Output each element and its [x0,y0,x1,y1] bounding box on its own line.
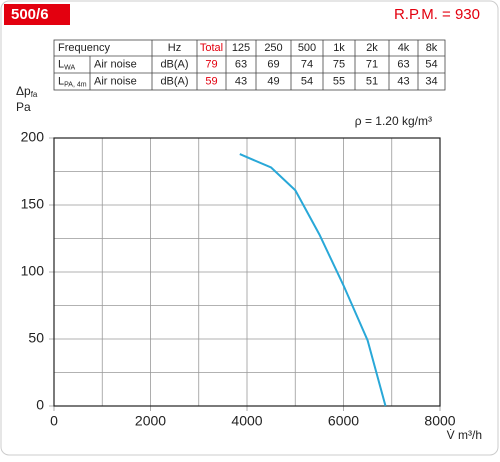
row-value: 34 [425,75,437,87]
row-unit: dB(A) [160,75,188,87]
row-value: 79 [205,58,217,70]
annotation: ρ = 1.20 kg/m³ [355,114,432,128]
row-value: 63 [235,58,247,70]
row-value: 59 [205,75,217,87]
rpm: R.P.M. = 930 [394,6,480,23]
row-value: 51 [366,75,378,87]
table-header: 2k [366,42,378,54]
row-value: 49 [267,75,279,87]
row-unit: dB(A) [160,58,188,70]
plot-frame [53,137,441,407]
table-header: 8k [426,42,438,54]
x-tick-label: 0 [50,413,58,429]
y-axis-label: Δpfa [16,84,38,99]
table-header: 125 [232,42,250,54]
row-value: 75 [333,58,345,70]
row-value: 54 [425,58,437,70]
symbol-sub: WA [64,64,75,71]
x-tick-label: 2000 [135,413,166,429]
row-value: 69 [267,58,279,70]
row-value: 63 [397,58,409,70]
table-header: Total [200,42,223,54]
y-tick-label: 0 [36,397,44,413]
badge-bg [4,4,70,25]
table-header: 500 [298,42,316,54]
table-header: 1k [333,42,345,54]
badge: 500/6 [11,6,49,23]
symbol: L [58,75,64,87]
y-axis-label-sub: fa [31,90,38,99]
table-header: 250 [264,42,282,54]
table-border [53,39,446,91]
row-symbol: LPA, 4m [58,75,87,88]
y-tick-label: 100 [21,263,45,279]
y-tick-label: 50 [28,330,44,346]
y-tick-label: 200 [21,129,45,145]
symbol-sub: PA, 4m [64,81,87,88]
table-header: 4k [398,42,410,54]
y-tick-label: 150 [21,196,45,212]
row-value: 71 [366,58,378,70]
x-tick-label: 6000 [328,413,359,429]
symbol: L [58,58,64,70]
x-tick-label: 4000 [231,413,262,429]
x-tick-label: 8000 [424,413,455,429]
row-value: 54 [301,75,313,87]
row-value: 43 [235,75,247,87]
row-value: 74 [301,58,313,70]
y-axis-label-main: Δp [16,84,31,98]
x-axis-label: V̇ m³/h [447,428,482,442]
row-value: 55 [333,75,345,87]
row-symbol: LWA [58,58,75,71]
y-axis-unit: Pa [16,100,31,114]
row-label: Air noise [94,75,137,87]
fan-curve [239,153,387,407]
table-header: Frequency [58,42,110,54]
row-value: 43 [397,75,409,87]
row-label: Air noise [94,58,137,70]
table-header: Hz [168,42,181,54]
